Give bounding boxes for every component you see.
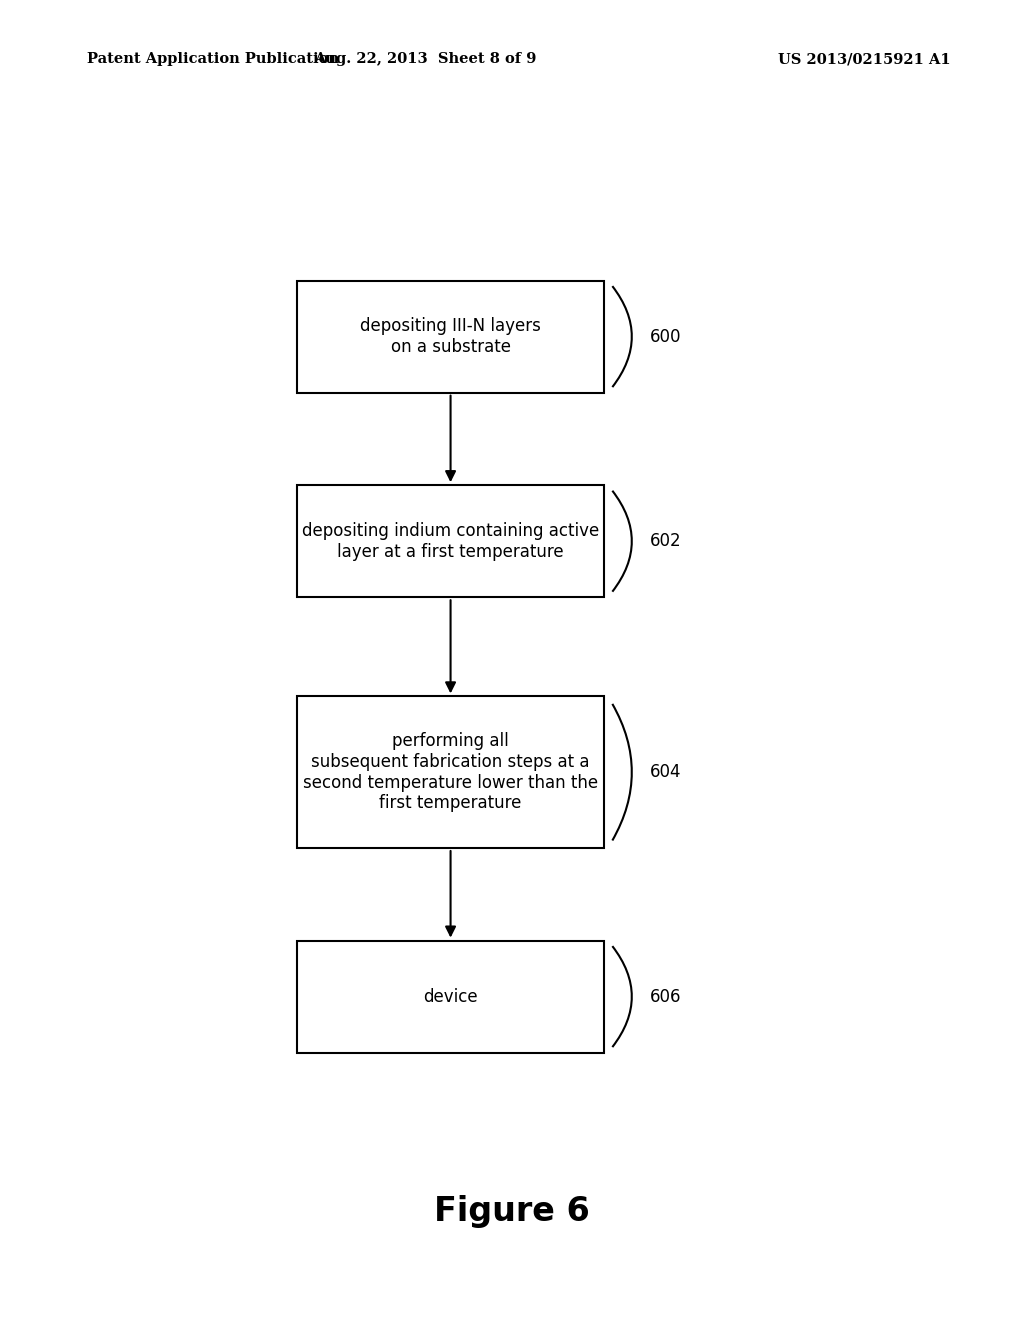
Text: Figure 6: Figure 6 bbox=[434, 1196, 590, 1228]
Text: Patent Application Publication: Patent Application Publication bbox=[87, 53, 339, 66]
Text: Aug. 22, 2013  Sheet 8 of 9: Aug. 22, 2013 Sheet 8 of 9 bbox=[313, 53, 537, 66]
Text: device: device bbox=[423, 987, 478, 1006]
Bar bbox=[297, 281, 604, 393]
Text: depositing indium containing active
layer at a first temperature: depositing indium containing active laye… bbox=[302, 521, 599, 561]
Text: 602: 602 bbox=[650, 532, 682, 550]
Text: performing all
subsequent fabrication steps at a
second temperature lower than t: performing all subsequent fabrication st… bbox=[303, 733, 598, 812]
Text: 600: 600 bbox=[650, 327, 682, 346]
Text: 604: 604 bbox=[650, 763, 682, 781]
Bar bbox=[297, 486, 604, 597]
Text: US 2013/0215921 A1: US 2013/0215921 A1 bbox=[778, 53, 951, 66]
Bar bbox=[297, 697, 604, 849]
Text: 606: 606 bbox=[650, 987, 682, 1006]
Text: depositing III-N layers
on a substrate: depositing III-N layers on a substrate bbox=[360, 317, 541, 356]
Bar bbox=[297, 940, 604, 1053]
